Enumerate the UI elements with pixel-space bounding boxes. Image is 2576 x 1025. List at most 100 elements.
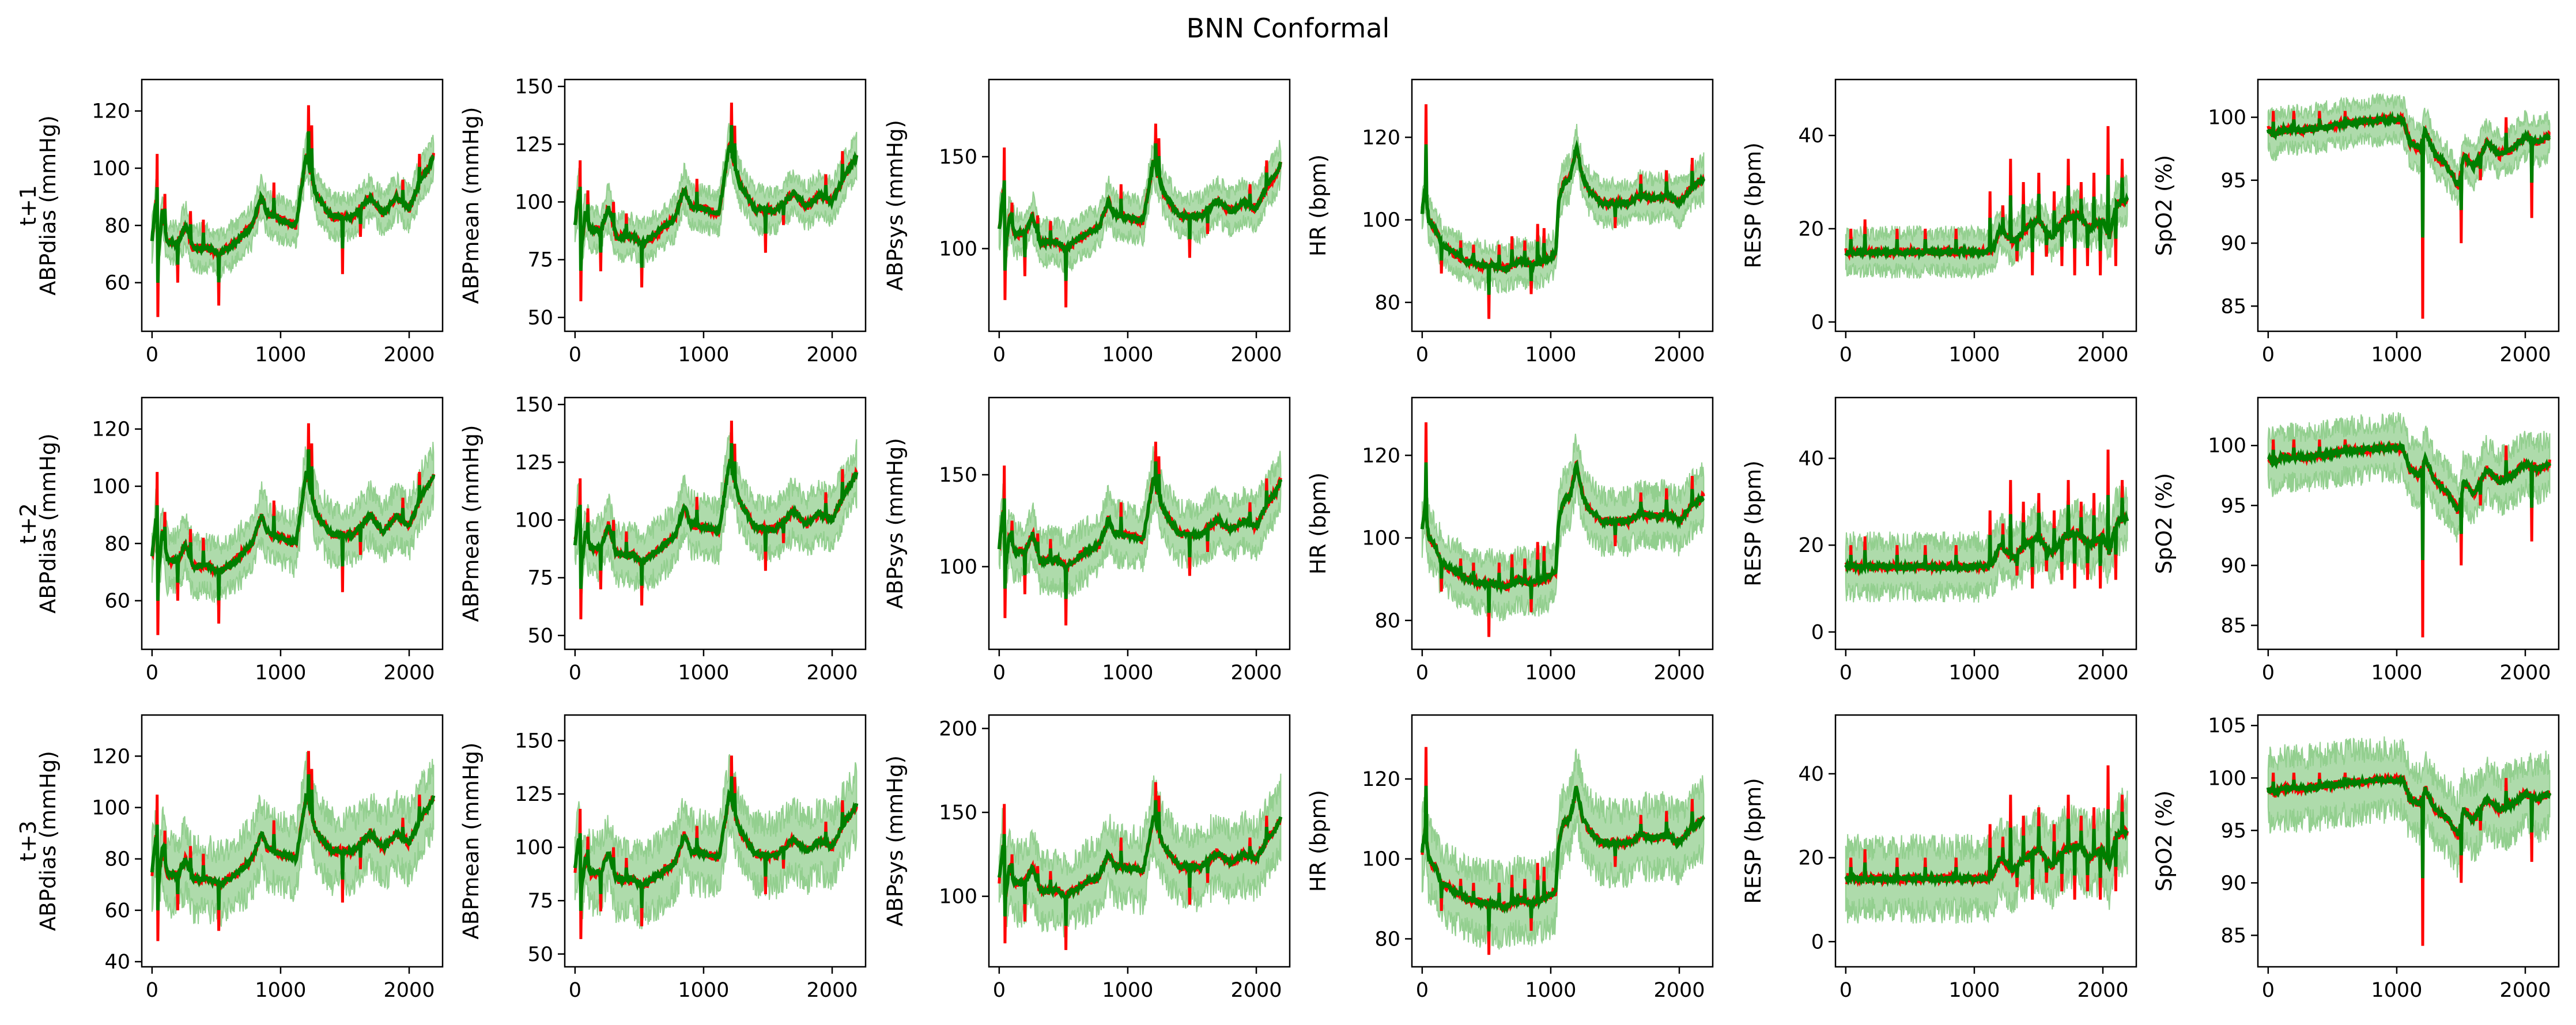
y-axis-label: HR (bpm) [1306,790,1331,892]
x-tick-label: 1000 [1525,979,1576,1002]
y-tick-label: 80 [104,214,130,237]
y-tick-label: 75 [527,249,553,272]
y-tick-label: 100 [92,157,130,180]
y-axis-label: RESP (bpm) [1741,142,1766,268]
y-tick-label: 100 [92,797,130,820]
plot-area [150,423,436,636]
y-tick-label: 100 [515,837,553,860]
plot-area [1420,104,1706,319]
y-tick-label: 100 [2208,107,2246,130]
plot-area [150,105,435,317]
y-axis-label: RESP (bpm) [1741,460,1766,587]
y-axis-label: ABPsys (mmHg) [883,120,908,291]
y-tick-label: 100 [939,555,977,578]
y-tick-label: 60 [104,272,130,295]
x-tick-label: 1000 [1102,661,1153,684]
axes-frame [564,78,867,332]
axes-frame [564,396,867,650]
y-tick-label: 100 [939,886,977,909]
plot-area [997,773,1283,950]
x-tick-label: 2000 [2499,979,2551,1002]
y-tick-label: 80 [104,848,130,871]
x-tick-label: 2000 [1230,979,1282,1002]
series-prediction-line [1420,459,1705,613]
x-tick-label: 0 [146,661,158,684]
series-prediction-line [573,776,859,911]
axes-frame [2257,396,2560,650]
x-tick-label: 0 [2262,979,2275,1002]
series-prediction-line [1844,809,2129,888]
y-axis-label: RESP (bpm) [1741,778,1766,904]
subplot: 0 1000 2000 50 75 100 125 150 ABPmean (mmHg) [459,714,867,1002]
y-tick-label: 150 [515,394,553,417]
x-tick-label: 2000 [2077,661,2128,684]
x-tick-label: 1000 [678,979,729,1002]
x-tick-label: 1000 [1948,661,2000,684]
y-tick-label: 50 [527,307,553,330]
x-tick-label: 2000 [1653,343,1705,366]
y-tick-label: 100 [515,509,553,532]
y-tick-label: 85 [2220,614,2246,637]
y-tick-label: 80 [1374,292,1400,315]
interval-band [2267,736,2551,878]
x-tick-label: 0 [569,661,581,684]
subplot: 0 1000 2000 80 100 120 HR (bpm) [1306,78,1714,366]
row-label: t+1 [16,185,41,226]
subplot: 0 1000 2000 85 90 95 100 SpO2 (%) [2152,396,2560,684]
row-label: t+2 [16,503,41,544]
series-prediction-line [573,125,859,271]
series-prediction-line [2266,111,2551,238]
y-tick-label: 0 [1811,311,1824,334]
interval-band [1845,173,2128,280]
x-tick-label: 1000 [2371,661,2422,684]
axes-frame [564,714,867,968]
x-tick-label: 0 [993,979,1006,1002]
y-axis-label: ABPsys (mmHg) [883,438,908,609]
y-tick-label: 100 [1362,527,1400,550]
axes-frame [1411,714,1714,968]
x-tick-label: 2000 [2077,343,2128,366]
interval-band [151,132,435,279]
x-tick-label: 2000 [806,343,858,366]
axes-frame [141,396,444,650]
x-tick-label: 0 [1416,661,1429,684]
axes-frame [141,78,444,332]
y-tick-label: 40 [1798,763,1824,786]
x-tick-label: 2000 [806,661,858,684]
interval-band [2267,412,2551,543]
y-tick-label: 75 [527,890,553,913]
x-tick-label: 0 [1416,343,1429,366]
y-tick-label: 20 [1798,847,1824,870]
series-prediction-line [2266,773,2552,879]
interval-band [998,138,1282,274]
y-axis-label: ABPsys (mmHg) [883,755,908,926]
axes-frame [141,714,444,968]
x-tick-label: 2000 [383,661,435,684]
subplot: 0 1000 2000 80 100 120 HR (bpm) [1306,396,1714,684]
y-axis-label: HR (bpm) [1306,154,1331,256]
x-tick-label: 1000 [255,661,306,684]
plot-area [2267,412,2552,638]
x-tick-label: 0 [1840,343,1852,366]
y-tick-label: 150 [939,146,977,169]
x-tick-label: 0 [146,979,158,1002]
plot-area [573,754,859,939]
y-tick-label: 60 [104,899,130,922]
x-tick-label: 1000 [678,343,729,366]
y-tick-label: 120 [92,418,130,441]
y-tick-label: 150 [515,75,553,99]
subplot: 0 1000 2000 40 60 80 100 120 ABPdias (mmHg) [36,714,444,1002]
y-tick-label: 100 [2208,767,2246,790]
y-axis-label: SpO2 (%) [2152,791,2177,891]
x-tick-label: 0 [993,343,1006,366]
axes-frame [1411,78,1714,332]
subplot: 0 1000 2000 80 100 120 HR (bpm) [1306,714,1714,1002]
x-tick-label: 1000 [255,343,306,366]
y-tick-label: 95 [2220,819,2246,842]
subplot: 0 1000 2000 85 90 95 100 SpO2 (%) [2152,78,2560,366]
y-tick-label: 40 [1798,447,1824,470]
y-tick-label: 100 [92,475,130,498]
y-tick-label: 20 [1798,534,1824,557]
x-tick-label: 2000 [383,343,435,366]
